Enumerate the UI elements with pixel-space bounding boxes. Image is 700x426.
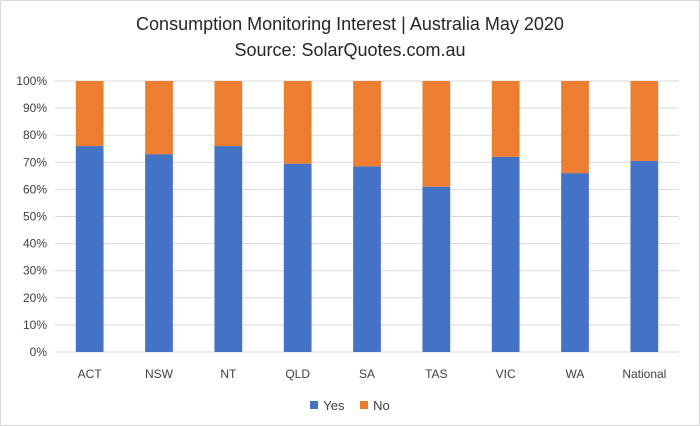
legend-label-yes: Yes [323, 397, 345, 413]
legend-swatch-yes [310, 401, 319, 409]
x-tick-label: VIC [496, 367, 516, 381]
bar-no-vic [491, 81, 520, 157]
chart-legend: Yes No [1, 397, 699, 413]
bar-yes-national [630, 160, 659, 352]
bar-no-national [630, 81, 659, 161]
legend-item-yes: Yes [310, 398, 344, 413]
chart-title-block: Consumption Monitoring Interest | Austra… [1, 11, 699, 63]
bar-no-tas [422, 81, 451, 187]
y-tick-label: 10% [23, 318, 47, 332]
bar-no-act [75, 81, 104, 147]
y-tick-label: 100% [16, 74, 47, 88]
x-tick-label: QLD [285, 367, 310, 381]
x-tick-label: WA [566, 367, 585, 381]
x-tick-label: SA [359, 367, 375, 381]
bar-yes-vic [491, 156, 520, 352]
chart-subtitle: Source: SolarQuotes.com.au [234, 40, 466, 60]
y-tick-label: 90% [23, 101, 47, 115]
legend-swatch-no [360, 401, 369, 409]
bar-yes-sa [353, 166, 381, 352]
legend-label-no: No [373, 397, 390, 413]
x-tick-label: NT [220, 367, 237, 381]
chart-title: Consumption Monitoring Interest | Austra… [136, 14, 564, 34]
legend-item-no: No [360, 398, 390, 413]
x-tick-label: NSW [145, 367, 174, 381]
bar-yes-act [75, 146, 104, 352]
y-tick-label: 80% [23, 128, 47, 142]
bar-yes-tas [422, 186, 451, 352]
bar-yes-nt [214, 146, 243, 352]
y-tick-label: 20% [23, 291, 47, 305]
x-tick-label: TAS [425, 367, 447, 381]
x-tick-label: National [622, 367, 666, 381]
bar-no-qld [283, 81, 312, 164]
y-tick-label: 50% [23, 210, 47, 224]
bar-yes-wa [561, 173, 589, 352]
bar-no-sa [353, 81, 381, 167]
bar-yes-nsw [145, 154, 173, 352]
y-tick-label: 40% [23, 237, 47, 251]
y-tick-label: 0% [30, 345, 48, 359]
bar-no-nt [214, 81, 243, 147]
y-tick-label: 60% [23, 182, 47, 196]
bar-no-wa [561, 81, 589, 174]
x-tick-label: ACT [78, 367, 103, 381]
y-tick-label: 70% [23, 155, 47, 169]
y-tick-label: 30% [23, 264, 47, 278]
bar-no-nsw [145, 81, 173, 155]
bar-yes-qld [283, 163, 312, 352]
